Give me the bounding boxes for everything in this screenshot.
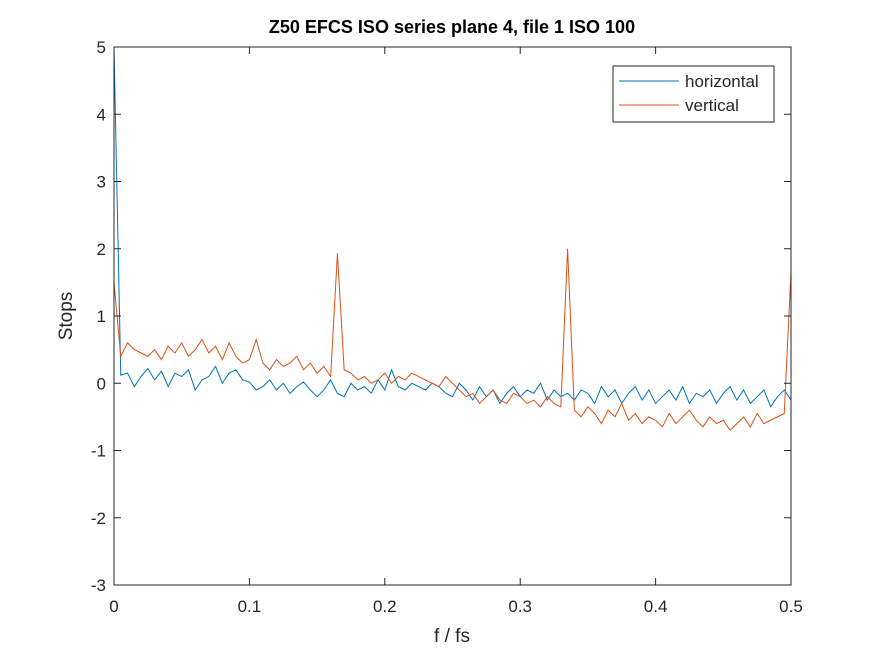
legend-label: vertical <box>685 96 739 115</box>
y-tick-label: -1 <box>91 442 106 461</box>
y-axis-label: Stops <box>56 292 77 341</box>
y-tick-label: 2 <box>97 240 106 259</box>
y-tick-label: 5 <box>97 38 106 57</box>
line-series <box>114 47 791 408</box>
x-tick-label: 0.1 <box>238 597 262 616</box>
x-tick-label: 0.3 <box>508 597 532 616</box>
x-tick-label: 0.4 <box>644 597 668 616</box>
legend: horizontal vertical <box>612 65 775 123</box>
y-tick-label: 3 <box>97 173 106 192</box>
x-tick-label: 0 <box>109 597 118 616</box>
line-series <box>114 248 791 432</box>
y-tick-label: -3 <box>91 576 106 595</box>
y-tick-label: -2 <box>91 509 106 528</box>
y-tick-label: 4 <box>97 105 106 124</box>
y-tick-label: 0 <box>97 374 106 393</box>
y-tick-label: 1 <box>97 307 106 326</box>
x-axis-label: f / fs <box>434 626 470 647</box>
x-tick-label: 0.2 <box>373 597 397 616</box>
legend-label: horizontal <box>685 72 759 91</box>
plot-area <box>114 47 791 432</box>
legend-box <box>612 65 775 123</box>
x-tick-label: 0.5 <box>779 597 803 616</box>
chart-title: Z50 EFCS ISO series plane 4, file 1 ISO … <box>269 17 635 37</box>
